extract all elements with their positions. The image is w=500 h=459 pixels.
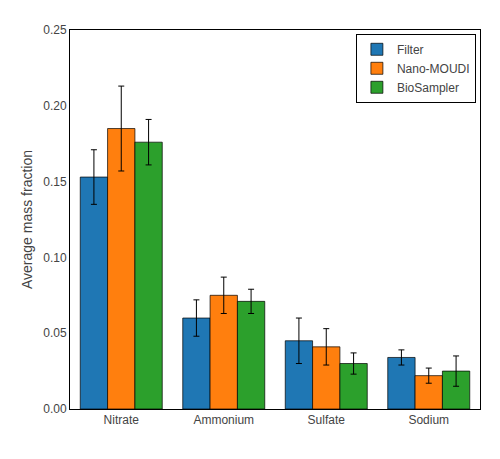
svg-text:Sulfate: Sulfate — [308, 413, 346, 427]
svg-text:0.15: 0.15 — [43, 175, 67, 189]
svg-text:Filter: Filter — [397, 43, 424, 57]
svg-text:Average mass fraction: Average mass fraction — [19, 150, 35, 289]
svg-text:BioSampler: BioSampler — [397, 81, 459, 95]
svg-text:Sodium: Sodium — [408, 413, 449, 427]
svg-text:0.05: 0.05 — [43, 326, 67, 340]
svg-text:0.25: 0.25 — [43, 23, 67, 37]
svg-text:0.00: 0.00 — [43, 402, 67, 416]
svg-text:Ammonium: Ammonium — [193, 413, 254, 427]
svg-text:Nano-MOUDI: Nano-MOUDI — [397, 62, 470, 76]
svg-text:0.20: 0.20 — [43, 99, 67, 113]
svg-text:Nitrate: Nitrate — [104, 413, 140, 427]
svg-text:0.10: 0.10 — [43, 251, 67, 265]
